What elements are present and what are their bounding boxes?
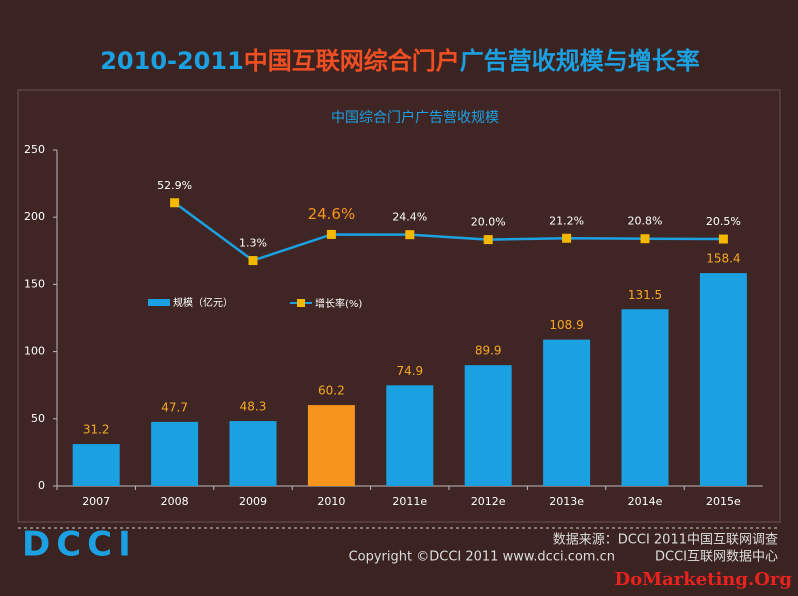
y-tick-label: 100 (24, 345, 45, 358)
growth-marker (640, 234, 650, 244)
y-tick-label: 200 (24, 210, 45, 223)
x-tick-label: 2010 (317, 495, 345, 508)
legend-label: 规模（亿元） (173, 296, 233, 309)
watermark: DoMarketing.Org (615, 569, 793, 590)
growth-marker (248, 256, 258, 266)
growth-marker (405, 230, 415, 240)
title-part: 2010-2011 (100, 47, 244, 75)
title-part: 中国互联网综合门户 (244, 47, 460, 75)
bar-label: 48.3 (240, 400, 267, 414)
bar-label: 131.5 (628, 288, 662, 302)
y-tick-label: 50 (31, 412, 45, 425)
growth-label: 20.0% (471, 216, 506, 229)
growth-marker (562, 233, 572, 243)
y-tick-label: 250 (24, 143, 45, 156)
x-tick-label: 2009 (239, 495, 267, 508)
bar (229, 421, 277, 486)
bar (464, 365, 512, 486)
growth-label: 24.6% (308, 205, 356, 223)
growth-marker (483, 235, 493, 245)
growth-label: 21.2% (549, 214, 584, 227)
bar-label: 47.7 (161, 400, 188, 414)
growth-marker (170, 198, 180, 208)
bar-label: 74.9 (396, 364, 423, 378)
x-tick-label: 2008 (161, 495, 189, 508)
title-part: 广告营收规模与增长率 (460, 47, 700, 75)
bar (307, 405, 355, 486)
bar-label: 158.4 (706, 252, 740, 266)
bar-label: 89.9 (475, 344, 502, 358)
legend-swatch (148, 299, 170, 306)
growth-label: 24.4% (392, 211, 427, 224)
bar-label: 31.2 (83, 423, 110, 437)
bar-label: 60.2 (318, 384, 345, 398)
growth-line (173, 201, 724, 262)
logo: DCCI (22, 525, 137, 565)
subtitle: 中国综合门户广告营收规模 (331, 109, 499, 126)
growth-marker (718, 234, 728, 244)
chart-title: 2010-2011中国互联网综合门户广告营收规模与增长率 (100, 47, 700, 75)
x-tick-label: 2013e (549, 495, 584, 508)
x-tick-label: 2015e (706, 495, 741, 508)
bar-label: 108.9 (549, 318, 583, 332)
org: DCCI互联网数据中心 (655, 550, 778, 565)
x-tick-label: 2011e (392, 495, 427, 508)
bar (386, 385, 434, 486)
legend-swatch (297, 299, 305, 307)
growth-label: 52.9% (157, 179, 192, 192)
growth-marker (326, 229, 336, 239)
source: 数据来源：DCCI 2011中国互联网调查 (553, 533, 778, 548)
growth-label: 20.5% (706, 215, 741, 228)
bar (72, 444, 120, 486)
y-tick-label: 150 (24, 277, 45, 290)
y-tick-label: 0 (38, 479, 45, 492)
bar (151, 421, 199, 486)
copyright: Copyright ©DCCI 2011 www.dcci.com.cn (349, 550, 615, 565)
x-tick-label: 2012e (471, 495, 506, 508)
x-tick-label: 2014e (628, 495, 663, 508)
bar (699, 273, 747, 486)
legend-label: 增长率(%) (315, 297, 362, 310)
growth-label: 20.8% (628, 215, 663, 228)
bar (543, 339, 591, 486)
x-tick-label: 2007 (82, 495, 110, 508)
bar (621, 309, 669, 486)
growth-label: 1.3% (239, 237, 267, 250)
